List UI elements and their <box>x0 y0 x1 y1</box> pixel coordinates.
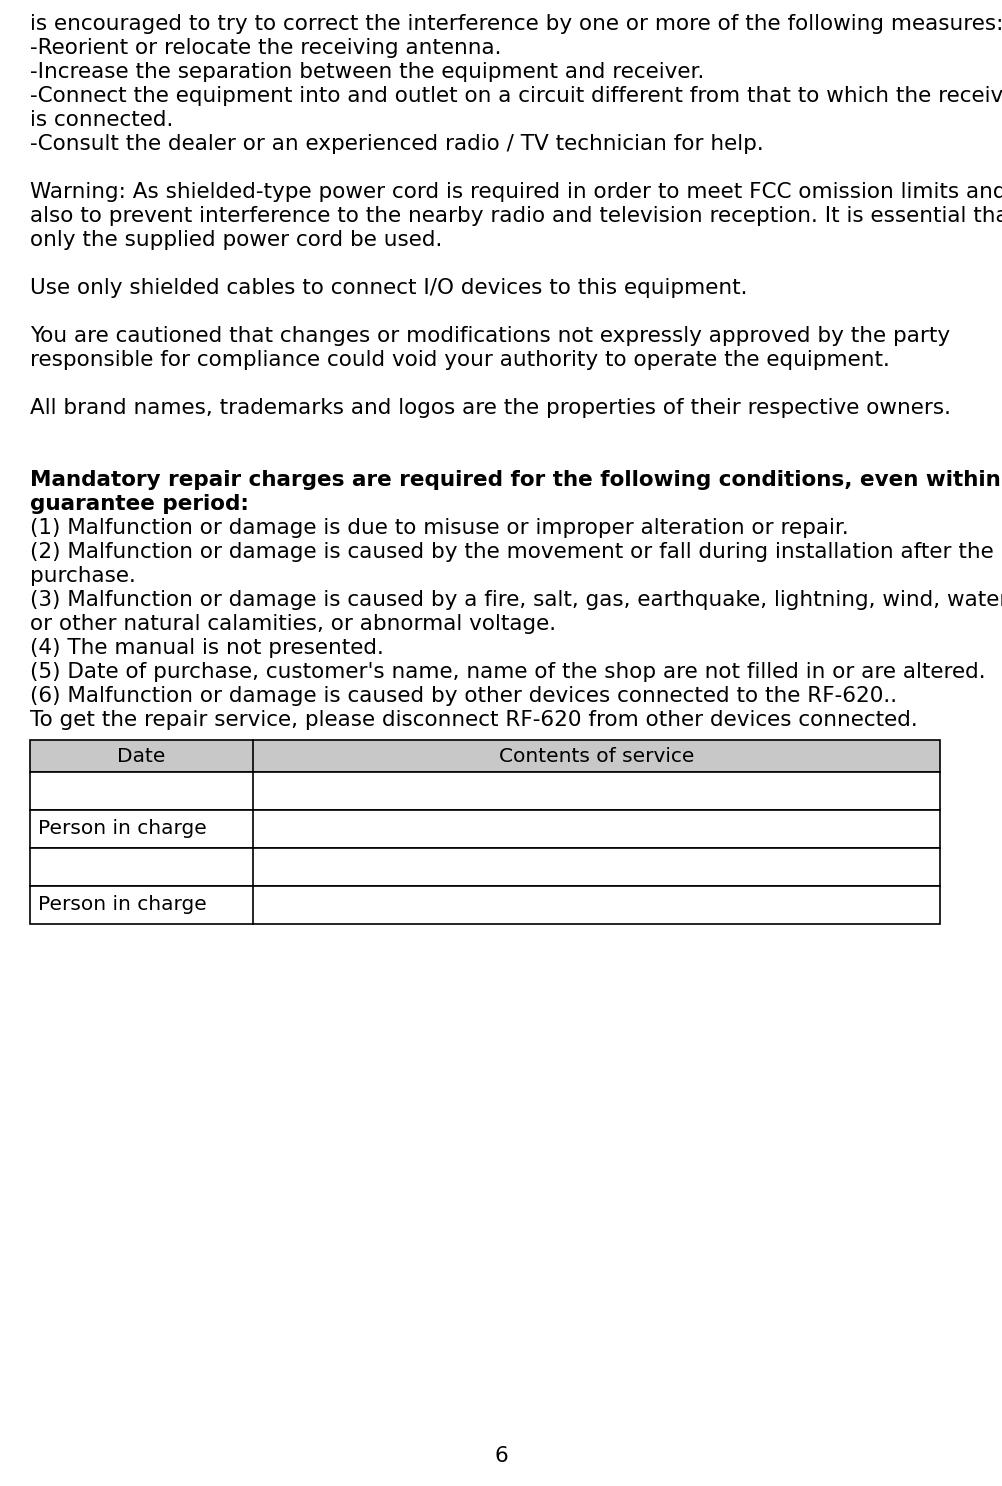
Text: (1) Malfunction or damage is due to misuse or improper alteration or repair.: (1) Malfunction or damage is due to misu… <box>30 519 849 538</box>
Text: You are cautioned that changes or modifications not expressly approved by the pa: You are cautioned that changes or modifi… <box>30 325 950 346</box>
Text: -Connect the equipment into and outlet on a circuit different from that to which: -Connect the equipment into and outlet o… <box>30 86 1002 106</box>
Text: guarantee period:: guarantee period: <box>30 493 248 514</box>
Text: also to prevent interference to the nearby radio and television reception. It is: also to prevent interference to the near… <box>30 207 1002 226</box>
Text: is connected.: is connected. <box>30 110 173 129</box>
Text: Warning: As shielded-type power cord is required in order to meet FCC omission l: Warning: As shielded-type power cord is … <box>30 181 1002 202</box>
Text: -Increase the separation between the equipment and receiver.: -Increase the separation between the equ… <box>30 62 704 82</box>
Text: Mandatory repair charges are required for the following conditions, even within : Mandatory repair charges are required fo… <box>30 470 1002 490</box>
Text: or other natural calamities, or abnormal voltage.: or other natural calamities, or abnormal… <box>30 614 556 635</box>
Bar <box>30 810 940 849</box>
Text: (3) Malfunction or damage is caused by a fire, salt, gas, earthquake, lightning,: (3) Malfunction or damage is caused by a… <box>30 590 1002 609</box>
Text: Person in charge: Person in charge <box>38 896 206 914</box>
Bar <box>30 886 940 924</box>
Text: (4) The manual is not presented.: (4) The manual is not presented. <box>30 637 384 658</box>
Bar <box>30 773 940 810</box>
Text: responsible for compliance could void your authority to operate the equipment.: responsible for compliance could void yo… <box>30 351 890 370</box>
Text: 6: 6 <box>494 1446 508 1467</box>
Text: All brand names, trademarks and logos are the properties of their respective own: All brand names, trademarks and logos ar… <box>30 398 951 418</box>
Text: (2) Malfunction or damage is caused by the movement or fall during installation : (2) Malfunction or damage is caused by t… <box>30 542 994 562</box>
Text: is encouraged to try to correct the interference by one or more of the following: is encouraged to try to correct the inte… <box>30 13 1002 34</box>
Text: To get the repair service, please disconnect RF-620 from other devices connected: To get the repair service, please discon… <box>30 710 918 730</box>
Text: (6) Malfunction or damage is caused by other devices connected to the RF-620..: (6) Malfunction or damage is caused by o… <box>30 687 897 706</box>
Text: purchase.: purchase. <box>30 566 136 585</box>
Text: Date: Date <box>117 746 165 765</box>
Text: Use only shielded cables to connect I/O devices to this equipment.: Use only shielded cables to connect I/O … <box>30 278 747 299</box>
Text: -Reorient or relocate the receiving antenna.: -Reorient or relocate the receiving ante… <box>30 39 501 58</box>
Text: -Consult the dealer or an experienced radio / TV technician for help.: -Consult the dealer or an experienced ra… <box>30 134 764 155</box>
Text: (5) Date of purchase, customer's name, name of the shop are not filled in or are: (5) Date of purchase, customer's name, n… <box>30 661 986 682</box>
Text: Person in charge: Person in charge <box>38 819 206 838</box>
Text: Contents of service: Contents of service <box>499 746 694 765</box>
Bar <box>30 849 940 886</box>
Text: only the supplied power cord be used.: only the supplied power cord be used. <box>30 230 442 250</box>
Bar <box>30 740 940 773</box>
